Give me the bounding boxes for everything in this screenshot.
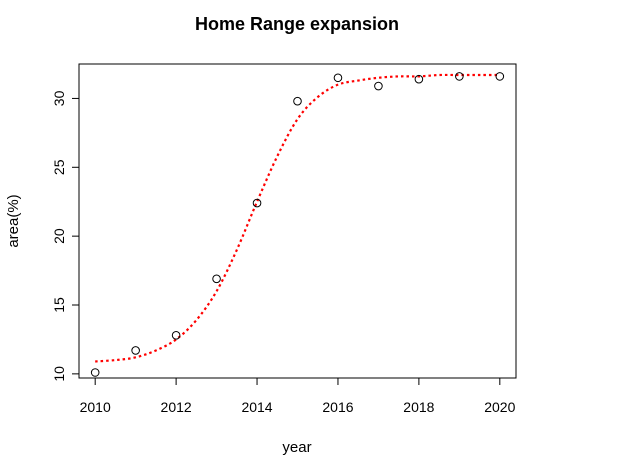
- x-tick-label: 2012: [161, 399, 192, 415]
- data-point: [90, 368, 100, 377]
- y-tick-label: 15: [51, 297, 67, 313]
- y-tick-label: 30: [51, 90, 67, 106]
- data-point: [374, 81, 383, 91]
- data-point: [293, 96, 302, 106]
- y-axis-label: area(%): [5, 194, 22, 247]
- x-tick-label: 2018: [403, 399, 434, 415]
- x-tick-label: 2016: [322, 399, 353, 415]
- y-tick-label: 10: [51, 366, 67, 382]
- data-point: [171, 331, 181, 340]
- x-tick-label: 2020: [484, 399, 515, 415]
- x-tick-label: 2010: [80, 399, 111, 415]
- x-tick-label: 2014: [241, 399, 272, 415]
- data-point: [333, 73, 343, 83]
- data-point: [252, 198, 262, 208]
- plot-area: [78, 63, 517, 379]
- data-point: [495, 72, 505, 81]
- chart-title: Home Range expansion: [195, 14, 399, 34]
- x-axis-label: year: [282, 439, 311, 456]
- fitted-curve-layer: [95, 73, 500, 363]
- data-point: [131, 346, 140, 355]
- y-tick-label: 25: [51, 159, 67, 175]
- data-point: [212, 274, 221, 284]
- y-axis: 10 15 20 25 30: [51, 90, 80, 382]
- data-points-layer: [90, 72, 505, 377]
- x-axis: 2010 2012 2014 2016 2018 2020: [80, 377, 516, 415]
- data-point: [455, 72, 464, 81]
- data-point: [414, 74, 424, 84]
- y-tick-label: 20: [51, 228, 67, 244]
- fitted-curve-line: [95, 73, 500, 363]
